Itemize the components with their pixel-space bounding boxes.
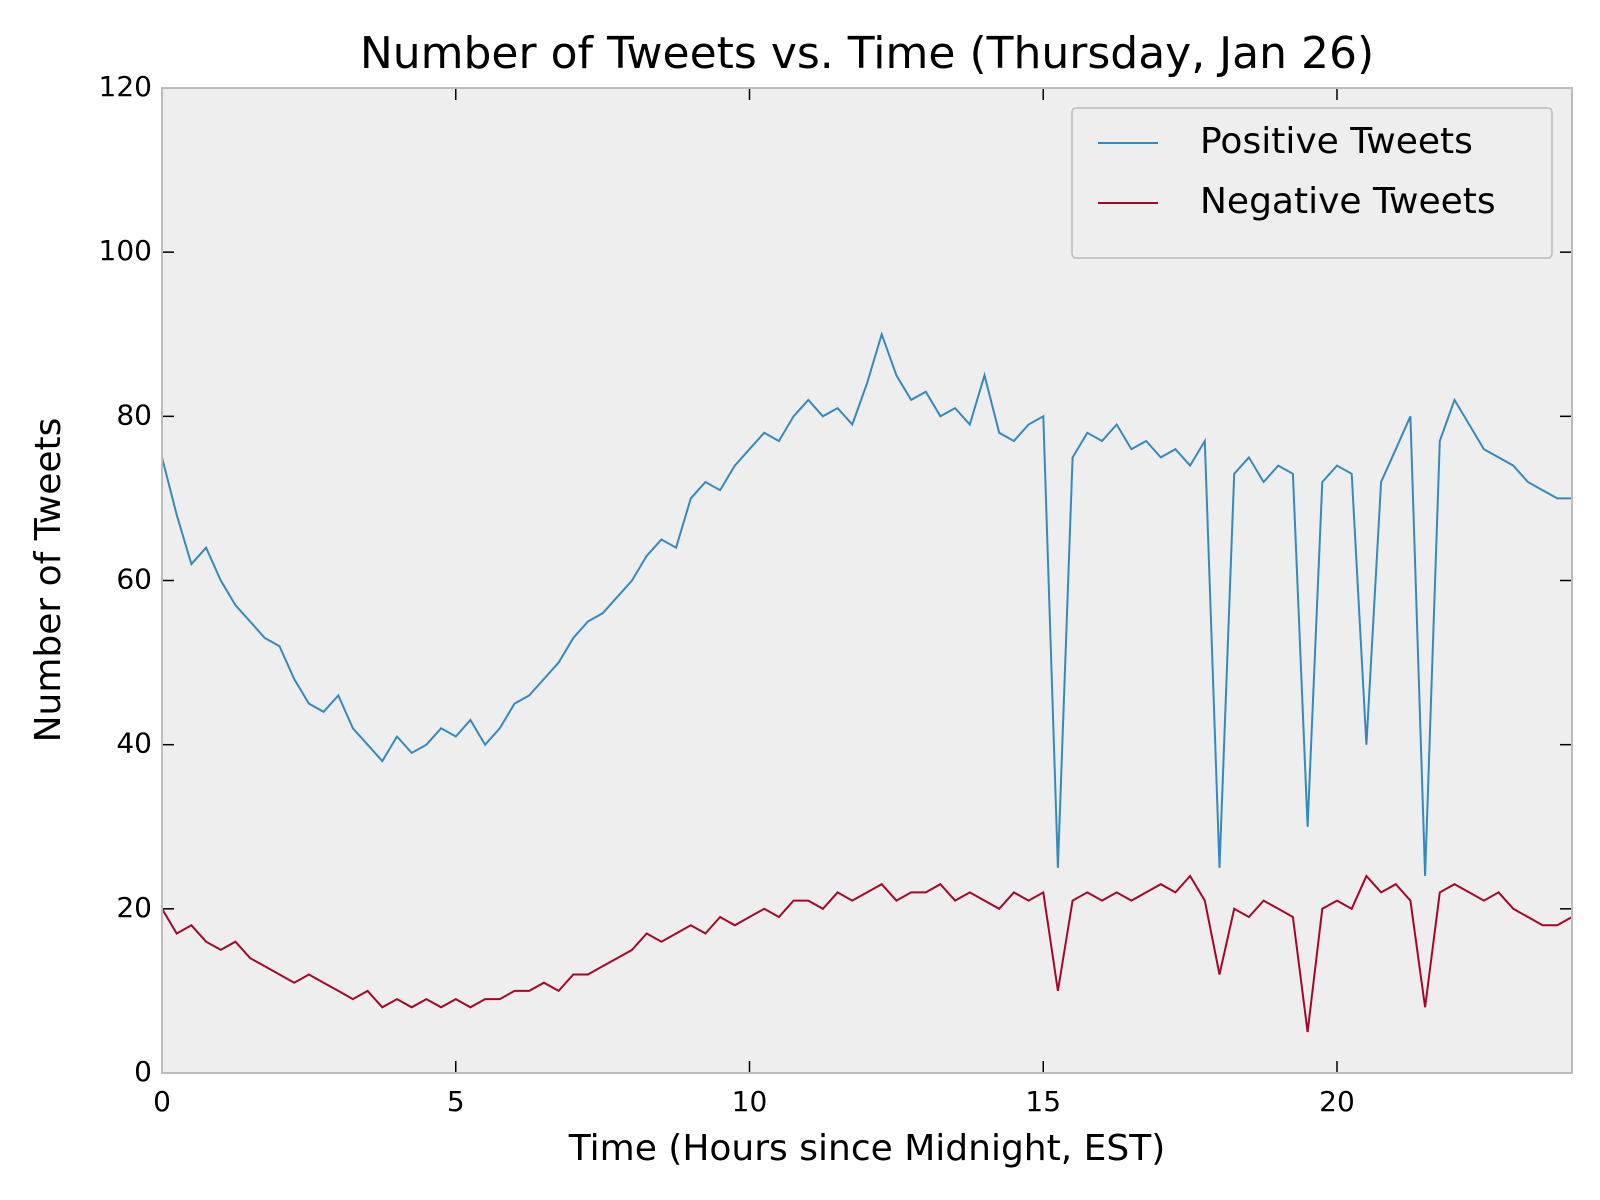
y-tick-label: 40 bbox=[116, 727, 152, 760]
y-tick-label: 100 bbox=[99, 234, 152, 267]
y-tick-label: 120 bbox=[99, 70, 152, 103]
x-tick-label: 5 bbox=[447, 1085, 465, 1118]
x-tick-label: 10 bbox=[732, 1085, 768, 1118]
chart-title: Number of Tweets vs. Time (Thursday, Jan… bbox=[360, 28, 1374, 79]
legend-label: Negative Tweets bbox=[1200, 181, 1496, 222]
y-axis-label: Number of Tweets bbox=[28, 418, 69, 743]
plot-frame bbox=[161, 87, 1573, 1074]
series-line bbox=[161, 874, 1573, 1033]
x-tick-label: 0 bbox=[153, 1085, 171, 1118]
y-tick-label: 60 bbox=[116, 563, 152, 596]
x-tick-label: 15 bbox=[1025, 1085, 1061, 1118]
x-axis-label: Time (Hours since Midnight, EST) bbox=[568, 1128, 1166, 1169]
y-tick-label: 20 bbox=[116, 891, 152, 924]
legend-label: Positive Tweets bbox=[1200, 121, 1473, 162]
legend-box bbox=[1071, 107, 1553, 259]
x-tick-label: 20 bbox=[1319, 1085, 1355, 1118]
y-tick-label: 80 bbox=[116, 398, 152, 431]
y-tick-label: 0 bbox=[134, 1055, 152, 1088]
series-line bbox=[161, 331, 1572, 877]
